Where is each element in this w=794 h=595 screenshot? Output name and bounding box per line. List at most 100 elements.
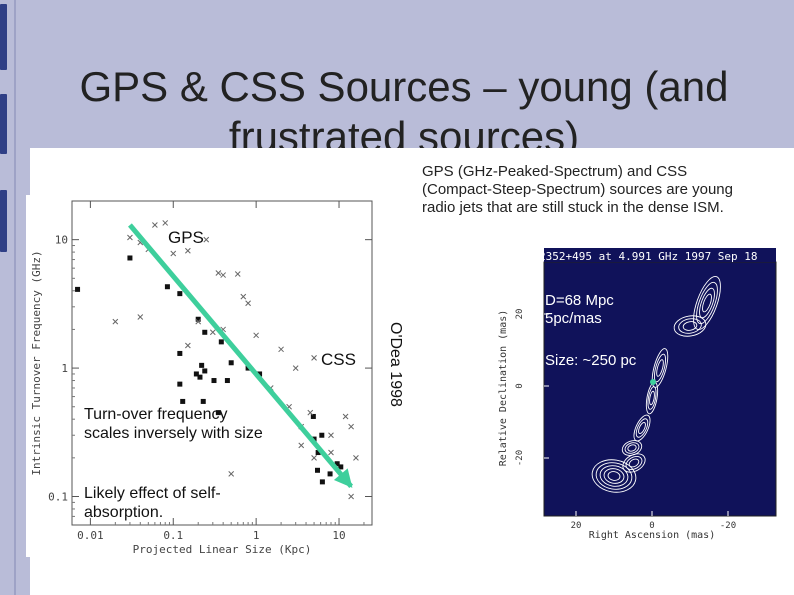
data-point-cross-stroke	[328, 449, 334, 456]
data-point-square	[338, 464, 344, 470]
radio-map-header-bar	[544, 248, 776, 262]
decorative-line	[14, 0, 16, 595]
data-point-cross-stroke	[298, 442, 305, 449]
data-point-cross	[185, 247, 191, 254]
data-point-square	[315, 450, 321, 456]
data-point-cross	[240, 293, 247, 300]
data-point-cross	[185, 342, 191, 349]
data-point-square	[211, 378, 217, 384]
data-point-cross	[162, 220, 169, 226]
contour	[678, 318, 702, 334]
data-point-cross-stroke	[245, 300, 251, 307]
data-point-cross-stroke	[311, 454, 317, 461]
data-point-cross-stroke	[112, 318, 119, 325]
data-point-cross	[348, 423, 354, 430]
data-point-square	[197, 374, 203, 380]
data-point-cross-stroke	[215, 270, 222, 276]
data-point-cross	[311, 355, 317, 361]
data-point-cross-stroke	[234, 271, 241, 277]
css-label: CSS	[321, 350, 356, 369]
radio-map-frame	[543, 261, 777, 517]
contour	[625, 456, 643, 470]
intro-text: GPS (GHz-Peaked-Spectrum) and CSS (Compa…	[422, 163, 733, 216]
map-y-tick-label: -20	[515, 450, 525, 466]
x-tick-label: 0.01	[77, 529, 104, 542]
data-point-cross-stroke	[209, 329, 216, 336]
decorative-bar	[0, 94, 7, 154]
x-tick-label: 0.1	[163, 529, 183, 542]
data-point-square	[199, 362, 205, 368]
data-point-square	[218, 339, 224, 345]
plot-frame	[71, 200, 373, 526]
data-point-cross-stroke	[137, 314, 144, 320]
y-tick-label: 1	[61, 362, 68, 375]
distance-label: D=68 Mpc	[545, 292, 614, 309]
map-x-axis-label: Right Ascension (mas)	[589, 530, 715, 541]
data-point-cross-stroke	[228, 471, 235, 477]
contour	[656, 359, 664, 377]
data-point-cross	[307, 409, 314, 416]
data-point-cross-stroke	[307, 409, 314, 416]
data-point-cross-stroke	[203, 236, 210, 243]
data-point-cross-stroke	[328, 432, 334, 439]
data-point-cross	[342, 413, 349, 420]
map-y-axis-label: Relative Declination (mas)	[498, 310, 509, 467]
data-point-cross-stroke	[195, 318, 202, 325]
contour	[599, 465, 629, 487]
distance-scale-label: D=68 Mpc 5pc/mas	[545, 292, 665, 328]
data-point-square	[177, 381, 183, 387]
data-point-cross	[311, 454, 317, 461]
data-point-cross-stroke	[342, 413, 349, 420]
decorative-bar	[0, 4, 7, 70]
data-point-cross-stroke	[185, 247, 191, 254]
data-point-cross	[328, 432, 334, 439]
data-point-cross-stroke	[348, 423, 354, 430]
contour	[702, 293, 712, 313]
data-point-cross	[170, 250, 177, 257]
contour	[591, 459, 637, 493]
contour	[696, 281, 718, 325]
x-tick-label: 1	[253, 529, 260, 542]
data-point-square	[334, 461, 340, 467]
data-point-square	[127, 255, 133, 261]
contour	[624, 442, 640, 454]
self-absorption-annotation: Likely effect of self-absorption.	[84, 485, 221, 521]
map-y-tick-label: 0	[515, 383, 525, 388]
data-point-cross-stroke	[220, 272, 227, 278]
scale-label: 5pc/mas	[545, 310, 602, 327]
data-point-cross-stroke	[170, 250, 177, 257]
turnover-size-plot: 0.01 0.1 1 10 10 1 0.1 Projected Linear Size (K…	[26, 195, 382, 557]
data-point-cross-stroke	[162, 220, 169, 226]
data-point-cross-stroke	[185, 342, 191, 349]
contour	[647, 386, 657, 410]
contour	[603, 468, 625, 484]
trend-arrow-shaft	[128, 223, 354, 488]
data-point-cross-stroke	[348, 493, 354, 500]
data-point-cross-stroke	[311, 355, 317, 361]
data-point-cross	[152, 222, 158, 228]
data-point-cross	[137, 314, 144, 320]
map-x-tick-label: 0	[649, 521, 654, 531]
data-point-cross	[234, 271, 241, 277]
data-point-square	[164, 284, 170, 290]
data-point-cross	[203, 236, 210, 243]
data-point-cross	[112, 318, 119, 325]
data-point-square	[224, 378, 230, 384]
data-point-cross	[253, 332, 259, 339]
turnover-annotation: Turn-over frequency scales inversely wit…	[84, 406, 263, 442]
contour	[622, 453, 646, 473]
decorative-bar	[0, 190, 7, 252]
data-point-cross	[228, 471, 235, 477]
data-point-square	[177, 291, 183, 297]
data-point-square	[202, 329, 208, 335]
data-point-square	[202, 368, 208, 374]
data-point-cross-stroke	[292, 365, 299, 371]
data-point-cross-stroke	[240, 293, 247, 300]
data-point-cross	[220, 272, 227, 278]
data-point-square	[257, 371, 263, 377]
core-marker	[650, 379, 656, 385]
data-point-square	[200, 398, 206, 404]
contour	[693, 276, 721, 330]
data-point-square	[310, 413, 316, 419]
radio-map: 20 0 -20 20 0 -20 Right Ascension (mas) Relativ…	[492, 248, 786, 542]
